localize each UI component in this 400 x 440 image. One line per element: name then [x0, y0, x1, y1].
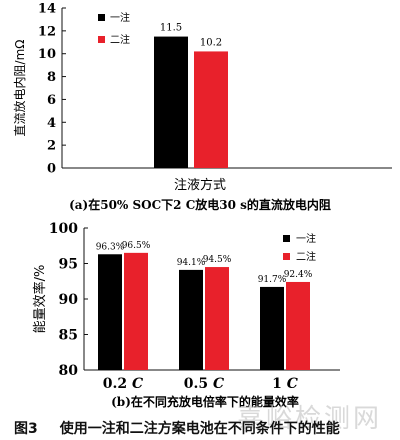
data-label-1: 10.2: [200, 37, 222, 48]
bar-0-1: [124, 252, 148, 370]
legend-label-0: 一注: [110, 11, 130, 24]
legend-swatch-1: [98, 36, 105, 43]
y-tick-label-0: 80: [59, 363, 79, 379]
figure-caption: 图3 使用一注和二注方案电池在不同条件下的性能: [14, 418, 340, 438]
y-tick-label-2: 90: [59, 292, 79, 308]
figure-number: 图3: [14, 421, 38, 437]
legend-swatch-0: [98, 14, 105, 21]
figure-title: 使用一注和二注方案电池在不同条件下的性能: [59, 421, 340, 437]
x-tick-label-1: 0.5 C: [184, 376, 224, 392]
y-tick-label-3: 6: [47, 93, 56, 108]
chart-a-caption: (a)在50% SOC下2 C放电30 s的直流放电内阻: [69, 197, 331, 212]
bar-1: [194, 51, 228, 168]
y-axis-label: 直流放电内阻/mΩ: [12, 40, 27, 137]
data-label-2-1: 92.4%: [284, 270, 313, 280]
watermark: 嘉峪检测网: [236, 404, 382, 434]
legend-label-0: 一注: [296, 232, 316, 245]
bar-2-1: [286, 281, 310, 370]
chart-b: 80 85 90 95 100 能量效率/% 96.3%96.5% 0.2 C 94.1%94.…: [32, 221, 340, 409]
y-tick-label-6: 12: [38, 24, 56, 39]
bar-0: [154, 36, 188, 169]
data-label-1-1: 94.5%: [203, 255, 232, 265]
legend-swatch-1: [283, 253, 290, 260]
x-tick-label-2: 1 C: [272, 376, 298, 392]
bar-1-1: [205, 267, 229, 370]
y-tick-label-1: 85: [59, 328, 78, 344]
data-label-1-0: 94.1%: [177, 258, 206, 268]
y-tick-label-0: 0: [47, 162, 56, 177]
y-axis-label: 能量效率/%: [32, 265, 48, 334]
legend-label-1: 二注: [296, 250, 316, 263]
legend-label-1: 二注: [110, 33, 130, 46]
data-label-0-0: 96.3%: [96, 242, 125, 252]
bar-0-0: [98, 254, 122, 370]
y-tick-label-3: 95: [59, 257, 78, 273]
bar-1-0: [179, 269, 203, 370]
x-tick-label-0: 0.2 C: [103, 376, 143, 392]
data-label-0-1: 96.5%: [122, 241, 151, 251]
chart-b-caption: (b)在不同充放电倍率下的能量效率: [111, 394, 299, 409]
data-label-2-0: 91.7%: [258, 275, 287, 285]
legend-swatch-0: [283, 235, 290, 242]
y-tick-label-4: 100: [49, 221, 78, 237]
x-axis-label: 注液方式: [174, 177, 226, 193]
data-label-0: 11.5: [160, 23, 182, 34]
bar-2-0: [260, 286, 284, 370]
y-tick-label-4: 8: [47, 70, 56, 85]
y-tick-label-5: 10: [38, 47, 56, 62]
y-tick-label-1: 2: [47, 139, 56, 154]
y-tick-label-2: 4: [47, 116, 56, 131]
y-tick-label-7: 14: [38, 2, 56, 17]
